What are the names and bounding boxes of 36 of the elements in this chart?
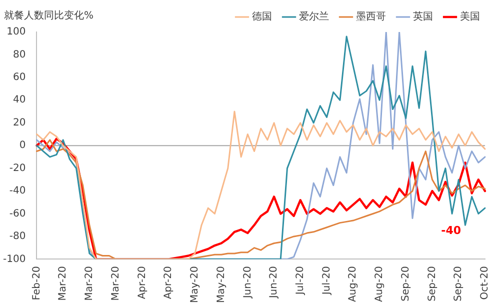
x-tick-label: Jun-20: [242, 266, 254, 300]
legend-label: 爱尔兰: [299, 10, 329, 23]
y-tick-label: -100: [2, 254, 26, 265]
y-tick-label: 100: [6, 26, 26, 38]
x-tick-label: Aug-20: [374, 266, 386, 302]
y-tick-label: 0: [19, 140, 26, 152]
x-tick-label: Mar-20: [58, 266, 69, 301]
y-tick-label: -40: [9, 186, 26, 197]
y-tick-label: 20: [12, 117, 26, 128]
y-tick-label: -80: [9, 231, 26, 242]
legend-label: 英国: [413, 10, 433, 23]
x-tick-label: Apr-20: [163, 266, 174, 300]
x-tick-label: Jun-20: [268, 266, 280, 300]
x-tick-label: May-20: [216, 266, 227, 304]
x-tick-label: Aug-20: [348, 266, 359, 302]
legend-label: 美国: [460, 10, 480, 23]
x-tick-label: Oct-20: [480, 266, 491, 300]
x-tick-label: May-20: [190, 266, 201, 304]
x-tick-label: Sep-20: [453, 266, 464, 302]
annotation: -40: [441, 224, 462, 237]
legend-label: 德国: [252, 12, 272, 23]
y-tick-label: 60: [12, 72, 26, 84]
x-tick-label: Mar-20: [110, 266, 122, 301]
y-tick-label: -60: [9, 208, 26, 220]
x-tick-label: Sep-20: [426, 266, 438, 302]
x-tick-label: Apr-20: [136, 266, 148, 300]
y-tick-label: 80: [12, 49, 26, 60]
x-tick-label: Mar-20: [84, 266, 96, 301]
x-tick-label: Sep-20: [400, 266, 412, 302]
x-tick-label: Jul-20: [321, 266, 332, 296]
x-tick-label: Jul-20: [295, 266, 306, 296]
y-axis-title: 就餐人数同比变化%: [4, 10, 94, 22]
y-tick-label: 40: [12, 94, 26, 106]
x-tick-label: Feb-20: [31, 266, 42, 300]
y-tick-label: -20: [9, 162, 26, 174]
legend-label: 墨西哥: [356, 12, 386, 23]
